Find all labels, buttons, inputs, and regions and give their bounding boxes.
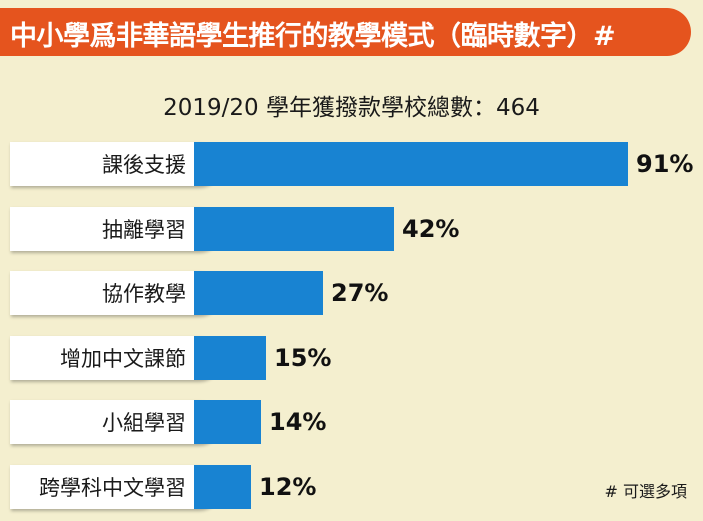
category-label: 小組學習 [10, 400, 220, 444]
category-label: 課後支援 [10, 142, 220, 186]
value-label: 12% [259, 473, 317, 501]
footnote: # 可選多項 [604, 482, 688, 501]
value-label: 15% [274, 344, 332, 372]
value-label: 42% [402, 215, 460, 243]
bar [194, 336, 266, 380]
category-label: 增加中文課節 [10, 336, 220, 380]
bar [194, 271, 323, 315]
value-label: 14% [269, 408, 327, 436]
category-label: 跨學科中文學習 [10, 465, 220, 509]
bar [194, 400, 261, 444]
chart-subtitle: 2019/20 學年獲撥款學校總數：464 [163, 95, 540, 121]
bar [194, 207, 394, 251]
title-bar: 中小學爲非華語學生推行的教學模式（臨時數字）# [0, 8, 691, 56]
value-label: 91% [636, 150, 694, 178]
category-label: 協作教學 [10, 271, 220, 315]
bar [194, 142, 628, 186]
chart-title: 中小學爲非華語學生推行的教學模式（臨時數字）# [10, 21, 616, 52]
bar [194, 465, 251, 509]
category-label: 抽離學習 [10, 207, 220, 251]
value-label: 27% [331, 279, 389, 307]
